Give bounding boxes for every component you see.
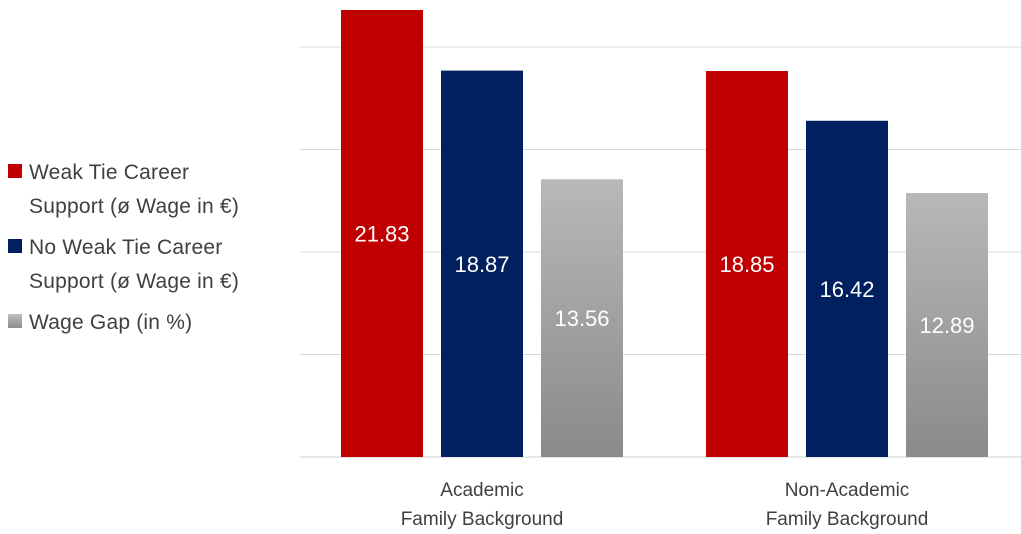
legend-label-line: Weak Tie Career [29, 161, 190, 184]
legend-swatch-weak-tie [8, 164, 22, 178]
legend-swatch-wage-gap [8, 314, 22, 328]
legend-item-weak-tie: Weak Tie Career Support (ø Wage in €) [8, 156, 293, 224]
legend-label-weak-tie: Weak Tie Career Support (ø Wage in €) [29, 156, 239, 224]
bar-series1-category1 [341, 10, 423, 457]
legend-label-line: Wage Gap (in %) [29, 311, 193, 334]
bar-series2-category2 [806, 120, 888, 457]
data-label: 12.89 [919, 313, 974, 338]
bar-series2-category1 [441, 70, 523, 457]
legend-item-wage-gap: Wage Gap (in %) [8, 306, 293, 340]
category-tick-label: Family Background [766, 509, 929, 530]
legend-label-line: Support (ø Wage in €) [29, 195, 240, 218]
data-label: 21.83 [354, 222, 409, 247]
category-tick-label: Family Background [401, 509, 564, 530]
data-label: 18.87 [454, 252, 509, 277]
legend-label-no-weak-tie: No Weak Tie Career Support (ø Wage in €) [29, 231, 239, 299]
bar-series3-category1 [541, 179, 623, 457]
bars-group [341, 10, 988, 458]
legend-swatch-no-weak-tie [8, 239, 22, 253]
legend-item-no-weak-tie: No Weak Tie Career Support (ø Wage in €) [8, 231, 293, 299]
data-label: 16.42 [819, 277, 874, 302]
category-tick-label: Academic [440, 480, 523, 501]
legend-label-wage-gap: Wage Gap (in %) [29, 306, 192, 340]
bar-series3-category2 [906, 193, 988, 458]
legend-label-line: No Weak Tie Career [29, 236, 223, 259]
data-label: 18.85 [719, 252, 774, 277]
category-tick-label: Non-Academic [785, 480, 910, 501]
value-labels-group: 21.83 18.87 13.56 18.85 16.42 12.89 [354, 222, 974, 339]
bar-series1-category2 [706, 71, 788, 457]
category-labels-group: Academic Family Background Non-Academic Fam… [401, 480, 929, 530]
legend-label-line: Support (ø Wage in €) [29, 270, 240, 293]
chart-legend: Weak Tie Career Support (ø Wage in €) No… [8, 156, 293, 347]
data-label: 13.56 [554, 306, 609, 331]
